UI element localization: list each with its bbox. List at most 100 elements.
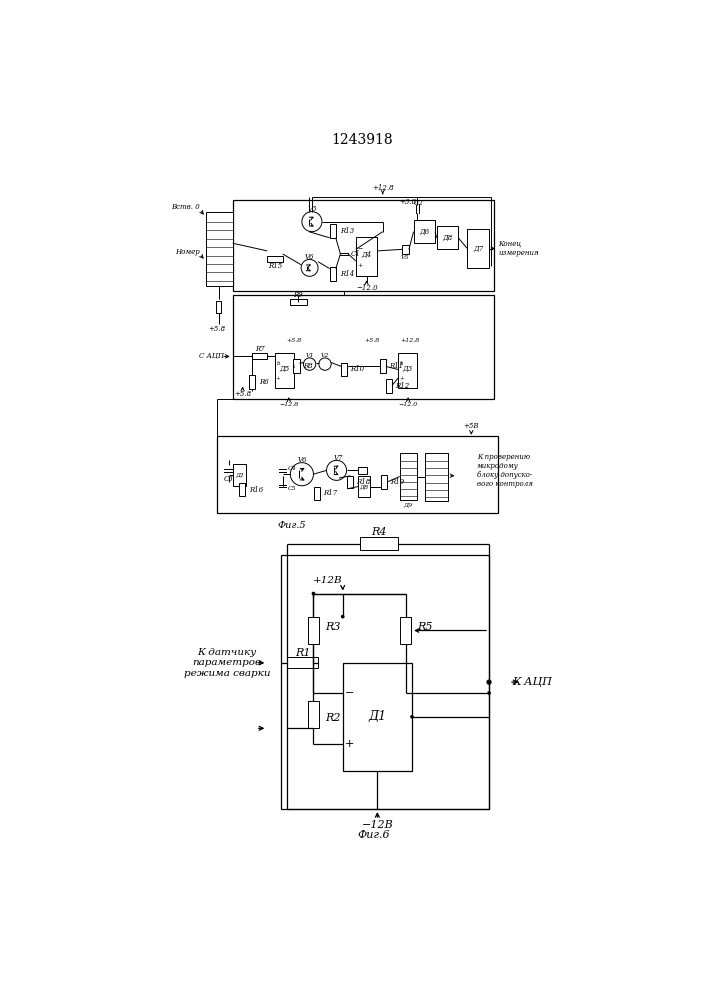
- Bar: [308, 701, 319, 728]
- Text: Д7: Д7: [473, 245, 484, 253]
- Text: R10: R10: [351, 365, 365, 373]
- Bar: [400, 617, 411, 644]
- Text: Вств. 0: Вств. 0: [170, 203, 199, 211]
- Text: С АЦП: С АЦП: [199, 352, 224, 360]
- Bar: [360, 537, 398, 550]
- Text: +5.8: +5.8: [364, 338, 380, 343]
- Bar: [281, 555, 489, 809]
- Text: R18: R18: [356, 478, 370, 486]
- Bar: [386, 379, 392, 393]
- Text: Д9: Д9: [404, 502, 413, 507]
- Bar: [233, 200, 494, 291]
- Text: Фиг.5: Фиг.5: [278, 521, 306, 530]
- Text: −: −: [357, 245, 362, 250]
- Bar: [347, 476, 354, 488]
- Bar: [267, 256, 283, 262]
- Text: +: +: [399, 376, 404, 381]
- Bar: [217, 436, 498, 513]
- Bar: [249, 375, 255, 389]
- Text: Номер: Номер: [175, 248, 199, 256]
- Bar: [233, 295, 494, 399]
- Bar: [341, 363, 347, 376]
- Text: +12.8: +12.8: [372, 184, 394, 192]
- Text: Д8: Д8: [360, 484, 369, 489]
- Text: +: +: [345, 739, 354, 749]
- Text: C5: C5: [288, 486, 297, 491]
- Text: +5В: +5В: [464, 422, 479, 430]
- Text: b: b: [276, 361, 280, 366]
- Bar: [287, 657, 318, 668]
- Text: Д3: Д3: [403, 365, 413, 373]
- Text: −12.8: −12.8: [279, 402, 298, 407]
- Circle shape: [312, 592, 315, 595]
- Text: К проверению
микродому
блоку допуско-
вого контроля: К проверению микродому блоку допуско- во…: [477, 453, 532, 488]
- Bar: [398, 353, 417, 388]
- Text: −12.0: −12.0: [356, 284, 378, 292]
- Text: V1: V1: [305, 353, 314, 358]
- Text: Д8: Д8: [443, 234, 452, 242]
- Text: R5: R5: [417, 622, 433, 632]
- Text: Д1: Д1: [368, 710, 387, 723]
- Text: −12.0: −12.0: [399, 402, 418, 407]
- Bar: [252, 353, 267, 359]
- Text: R6: R6: [259, 378, 269, 386]
- Text: V3: V3: [308, 205, 317, 213]
- Bar: [414, 220, 435, 243]
- Text: R13: R13: [340, 227, 355, 235]
- Text: R12: R12: [395, 382, 409, 390]
- Text: R16: R16: [250, 486, 264, 494]
- Text: Д4: Д4: [361, 251, 372, 259]
- Bar: [358, 466, 368, 474]
- Text: R14: R14: [340, 270, 355, 278]
- Circle shape: [488, 692, 490, 694]
- Text: Д6: Д6: [419, 228, 429, 236]
- Text: +3.8: +3.8: [399, 198, 416, 206]
- Text: R1: R1: [295, 648, 310, 658]
- Bar: [402, 245, 409, 254]
- Text: C1: C1: [351, 250, 361, 258]
- Text: Фиг.6: Фиг.6: [357, 830, 390, 840]
- Bar: [216, 301, 221, 313]
- Bar: [233, 464, 247, 486]
- Text: R4: R4: [371, 527, 387, 537]
- Text: Д5: Д5: [279, 365, 290, 373]
- Circle shape: [341, 615, 344, 618]
- Text: C2: C2: [413, 199, 423, 207]
- Bar: [308, 617, 319, 644]
- Text: 1243918: 1243918: [331, 133, 393, 147]
- Bar: [380, 359, 386, 373]
- Bar: [293, 359, 300, 373]
- Text: C4: C4: [288, 466, 297, 471]
- Text: R9: R9: [293, 291, 303, 299]
- Text: V2: V2: [321, 353, 329, 358]
- Text: R17: R17: [324, 489, 338, 497]
- Text: C3: C3: [224, 475, 234, 483]
- Text: b: b: [399, 361, 403, 366]
- Text: R11: R11: [389, 362, 403, 370]
- Bar: [329, 224, 336, 238]
- Bar: [290, 299, 307, 305]
- Bar: [437, 226, 458, 249]
- Circle shape: [411, 716, 413, 718]
- Text: −: −: [345, 688, 354, 698]
- Bar: [399, 453, 416, 500]
- Text: R19: R19: [390, 478, 404, 486]
- Bar: [467, 229, 489, 268]
- Text: V6: V6: [305, 253, 315, 261]
- Bar: [381, 475, 387, 489]
- Text: К АЦП: К АЦП: [512, 677, 552, 687]
- Text: +12В: +12В: [313, 576, 343, 585]
- Bar: [275, 353, 294, 388]
- Text: +5.8: +5.8: [209, 325, 226, 333]
- Circle shape: [487, 680, 491, 684]
- Bar: [343, 663, 412, 771]
- Text: R3: R3: [325, 622, 341, 632]
- Text: +5.8: +5.8: [286, 338, 302, 343]
- Bar: [358, 476, 370, 497]
- Text: −12В: −12В: [361, 820, 393, 830]
- Text: +5.8: +5.8: [234, 390, 251, 398]
- Text: +: +: [357, 263, 362, 268]
- Text: R15: R15: [268, 262, 282, 270]
- Text: Д1: Д1: [235, 472, 244, 477]
- Text: К датчику
параметров
режима сварки: К датчику параметров режима сварки: [184, 648, 271, 678]
